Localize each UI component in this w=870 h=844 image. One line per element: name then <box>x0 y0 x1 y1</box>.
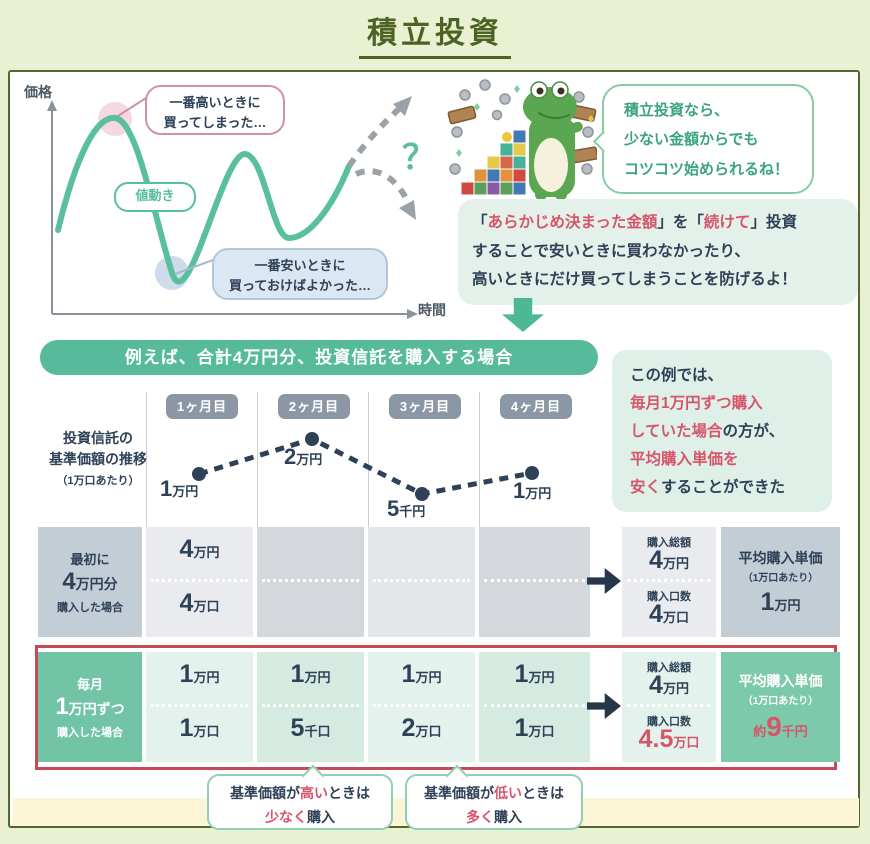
nav-point-month3 <box>415 487 429 501</box>
column-divider <box>479 392 480 528</box>
future-up-arrowhead <box>393 96 412 116</box>
monthly-month4-cell: 1万円 1万口 <box>479 652 590 762</box>
lump-sum-row-label: 最初に 4万円分 購入した場合 <box>38 527 142 637</box>
price-line-label: 値動き <box>114 182 196 212</box>
monthly-summary: 購入総額 4万円 購入口数 4.5万口 <box>622 652 716 762</box>
y-axis-label: 価格 <box>24 84 52 100</box>
month-2-pill: 2ヶ月目 <box>278 394 350 419</box>
callout-low-price: 基準価額が低いときは 多く購入 <box>405 764 583 830</box>
nav-dashed-line <box>198 436 533 497</box>
lump-sum-summary: 購入総額 4万円 購入口数 4万口 <box>622 527 716 637</box>
monthly-month1-cell: 1万円 1万口 <box>146 652 253 762</box>
future-up-dashed-arrow <box>346 105 403 168</box>
sparkles <box>456 85 594 157</box>
chick <box>502 132 512 142</box>
example-banner: 例えば、合計4万円分、投資信託を購入する場合 <box>40 340 598 375</box>
dotted-divider <box>151 579 248 582</box>
future-down-dashed-arrow <box>354 168 411 204</box>
mascot-speech-bubble: 積立投資なら、 少ない金額からでも コツコツ始められるね！ <box>592 84 814 194</box>
staircase-blocks <box>460 129 527 196</box>
future-down-arrowhead <box>399 200 416 220</box>
y-axis-arrowhead <box>47 100 57 111</box>
nav-point-month4 <box>525 466 539 480</box>
column-divider <box>368 392 369 528</box>
low-bubble-connector <box>174 259 214 275</box>
lump-sum-month1-cell: 4万円 4万口 <box>146 527 253 637</box>
nav-value-month3: 5千円 <box>387 496 426 521</box>
page-title: 積立投資 <box>359 8 511 59</box>
bought-at-highest-bubble: 一番高いときに 買ってしまった… <box>145 85 285 135</box>
coins <box>449 79 594 175</box>
x-axis-label: 時間 <box>418 302 446 318</box>
callout-high-price: 基準価額が高いときは 少なく購入 <box>207 764 393 830</box>
infographic-panel: 価格 時間 値動き 一番高いときに 買ってしまった… 一番安いときに 買っておけ… <box>8 70 860 830</box>
page-title-wrap: 積立投資 <box>0 8 870 59</box>
high-bubble-connector <box>117 97 147 117</box>
example-result-note: この例では、 毎月1万円ずつ購入 していた場合の方が、 平均購入単価を 安くする… <box>612 350 832 512</box>
question-mark-icon: ？ <box>402 139 436 177</box>
nav-chart-label: 投資信託の 基準価額の推移 （1万口あたり） <box>49 430 147 487</box>
nav-value-month4: 1万円 <box>513 478 552 503</box>
lump-sum-month2-cell <box>257 527 364 637</box>
month-4-pill: 4ヶ月目 <box>500 394 572 419</box>
monthly-month3-cell: 1万円 2万口 <box>368 652 475 762</box>
monthly-average-price: 平均購入単価 （1万口あたり） 約9千円 <box>721 652 840 762</box>
nav-value-month1: 1万円 <box>160 476 199 501</box>
price-curve <box>55 115 352 285</box>
column-divider <box>257 392 258 528</box>
lump-sum-month3-cell <box>368 527 475 637</box>
banknotes <box>447 104 597 164</box>
right-arrow-icon <box>587 568 621 594</box>
lump-sum-average-price: 平均購入単価 （1万口あたり） 1万円 <box>721 527 840 637</box>
price-movement-chart <box>47 96 418 319</box>
month-1-pill: 1ヶ月目 <box>166 394 238 419</box>
crocodile-body <box>523 81 583 200</box>
nav-point-month2 <box>305 432 319 446</box>
nav-point-month1 <box>192 467 206 481</box>
nav-dots-chart <box>192 432 539 501</box>
lump-sum-month4-cell <box>479 527 590 637</box>
column-divider <box>146 392 147 528</box>
monthly-row-label: 毎月 1万円ずつ 購入した場合 <box>38 652 142 762</box>
month-3-pill: 3ヶ月目 <box>389 394 461 419</box>
mascot-crocodile-illustration <box>447 79 597 200</box>
explanation-box: 「あらかじめ決まった金額」を「続けて」投資 することで安いときに買わなかったり、… <box>458 199 858 305</box>
should-have-bought-lowest-bubble: 一番安いときに 買っておけばよかった… <box>212 248 388 300</box>
x-axis-arrowhead <box>407 309 418 319</box>
nav-value-month2: 2万円 <box>284 444 323 469</box>
monthly-month2-cell: 1万円 5千口 <box>257 652 364 762</box>
